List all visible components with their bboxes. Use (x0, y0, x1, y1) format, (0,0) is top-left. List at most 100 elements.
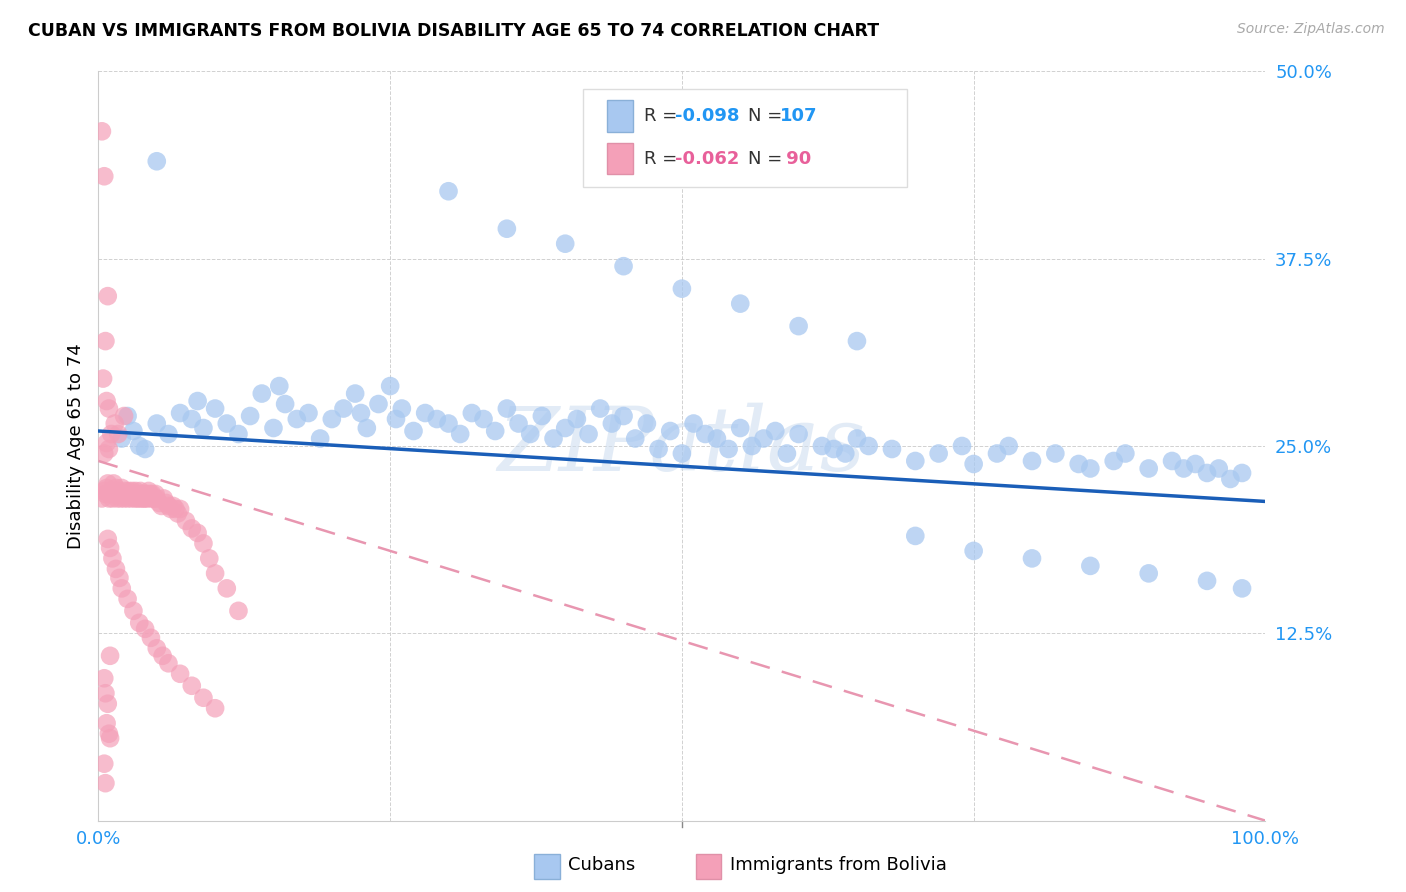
Point (624, 432, 647, 446)
Point (636, 417, 658, 431)
Point (129, 483, 152, 498)
Point (250, 386, 273, 401)
Point (823, 442, 845, 456)
Point (385, 412, 408, 426)
Point (928, 446, 950, 460)
Point (118, 483, 141, 498)
Point (97, 476, 120, 491)
Point (108, 487, 131, 501)
Point (1021, 454, 1043, 468)
Point (997, 439, 1019, 453)
Point (98, 731, 121, 746)
Point (97, 289, 120, 303)
Point (787, 319, 810, 334)
Point (97, 442, 120, 456)
Point (1102, 454, 1125, 468)
Point (169, 502, 191, 516)
Point (1219, 472, 1241, 486)
Point (741, 439, 763, 453)
Point (139, 491, 162, 506)
Point (157, 657, 180, 671)
Point (321, 412, 343, 426)
Point (143, 491, 166, 506)
Text: N =: N = (748, 107, 787, 125)
Point (350, 406, 373, 420)
Point (367, 397, 389, 411)
Point (152, 491, 174, 506)
Text: Cubans: Cubans (568, 856, 636, 874)
Point (93, 446, 115, 460)
Point (122, 487, 145, 501)
Point (132, 487, 155, 501)
Point (128, 615, 150, 630)
Point (682, 417, 704, 431)
Point (94, 776, 117, 790)
Point (124, 491, 146, 506)
Point (239, 409, 262, 423)
Point (834, 446, 856, 460)
Point (146, 491, 169, 506)
Point (380, 379, 402, 393)
Point (647, 442, 669, 456)
Point (111, 582, 134, 596)
Point (193, 421, 215, 435)
Point (180, 521, 202, 535)
Point (763, 424, 786, 438)
Point (1045, 446, 1067, 460)
Point (1184, 457, 1206, 471)
Point (578, 427, 600, 442)
Point (96, 716, 118, 731)
Point (97, 697, 120, 711)
Point (846, 334, 869, 348)
Point (136, 491, 159, 506)
Point (139, 487, 162, 501)
Y-axis label: Disability Age 65 to 74: Disability Age 65 to 74 (66, 343, 84, 549)
Point (134, 442, 156, 456)
Point (297, 406, 319, 420)
Point (134, 622, 156, 636)
Point (717, 442, 740, 456)
Point (146, 154, 169, 169)
Point (671, 282, 693, 296)
Point (950, 439, 973, 453)
Point (169, 666, 191, 681)
Point (141, 487, 163, 501)
Point (204, 566, 226, 581)
Point (180, 412, 202, 426)
Point (1114, 446, 1136, 460)
Point (671, 446, 693, 460)
Point (127, 487, 149, 501)
Point (530, 409, 553, 423)
Point (904, 529, 927, 543)
Point (125, 491, 148, 506)
Point (103, 476, 125, 491)
Point (111, 481, 134, 495)
Point (472, 412, 495, 426)
Point (986, 446, 1008, 460)
Text: -0.098: -0.098 (675, 107, 740, 125)
Point (146, 417, 169, 431)
Point (93, 671, 115, 685)
Point (449, 427, 471, 442)
Point (91, 371, 114, 385)
Point (111, 432, 134, 446)
Point (344, 386, 367, 401)
Point (138, 483, 160, 498)
Point (193, 536, 215, 550)
Point (274, 397, 297, 411)
Point (426, 412, 449, 426)
Point (484, 424, 506, 438)
Point (117, 591, 139, 606)
Point (269, 379, 291, 393)
Point (496, 221, 519, 235)
Point (1067, 457, 1090, 471)
Point (132, 491, 155, 506)
Point (613, 409, 636, 423)
Point (402, 424, 425, 438)
Point (285, 412, 308, 426)
Point (730, 296, 752, 310)
Point (1208, 461, 1230, 475)
Point (110, 491, 132, 506)
Point (187, 394, 209, 409)
Point (1137, 566, 1160, 581)
